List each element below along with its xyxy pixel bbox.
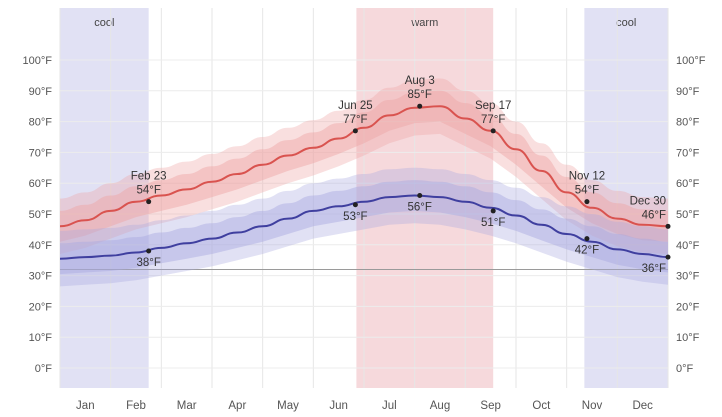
data-point [584,236,590,242]
y-tick-label-left: 80°F [29,117,53,129]
date-label: Aug 3 [405,75,435,87]
series-0-band-1 [60,90,668,242]
y-tick-label-right: 40°F [676,240,700,252]
series-lines [59,105,669,260]
data-point [352,202,358,208]
x-tick-label: Dec [632,400,653,412]
data-labels: Feb 23 54°F Jun 25 77°F Aug 3 85°F Sep 17 77°F N… [131,75,671,275]
value-label: 42°F [575,245,599,257]
season-label: cool [616,17,636,29]
y-tick-label-left: 100°F [23,55,53,67]
value-label: 46°F [642,209,666,221]
grid [59,8,669,388]
x-tick-label: Apr [228,400,246,412]
season-band-cool [584,8,668,388]
y-tick-label-left: 90°F [29,86,53,98]
date-label: Jun 25 [338,100,373,112]
value-label: 56°F [408,202,432,214]
series-1-line [59,194,669,260]
x-tick-label: Jul [382,400,397,412]
data-point [584,199,590,205]
value-label: 77°F [343,114,367,126]
value-label: 38°F [136,257,160,269]
x-tick-label: Nov [582,400,603,412]
x-tick-label: Jan [76,400,95,412]
value-label: 77°F [481,114,505,126]
date-label: Dec 30 [630,195,666,207]
data-point [490,208,496,214]
series-0-band-0 [60,78,668,254]
y-tick-label-right: 60°F [676,178,700,190]
x-tick-label: Jun [329,400,348,412]
y-tick-label-left: 60°F [29,178,53,190]
y-tick-label-left: 30°F [29,271,53,283]
percentile-bands [60,78,668,287]
value-label: 51°F [481,217,505,229]
data-point [352,128,358,134]
data-point [665,254,671,260]
data-point [146,199,152,205]
y-tick-label-right: 70°F [676,147,700,159]
y-tick-label-right: 100°F [676,55,706,67]
data-point [490,128,496,134]
value-label: 36°F [642,263,666,275]
value-label: 85°F [408,89,432,101]
x-tick-label: Sep [480,400,500,412]
value-label: 54°F [575,185,599,197]
y-tick-label-left: 50°F [29,209,53,221]
season-label: cool [94,17,114,29]
x-tick-label: Oct [532,400,551,412]
x-tick-label: May [277,400,299,412]
y-tick-label-right: 30°F [676,271,700,283]
date-label: Nov 12 [569,171,605,183]
x-tick-label: Aug [430,400,450,412]
value-label: 54°F [136,185,160,197]
y-tick-label-left: 0°F [35,363,53,375]
data-point [417,193,423,199]
series-1-band-0 [60,167,668,287]
series-1-band-1 [60,180,668,275]
y-tick-label-left: 70°F [29,147,53,159]
y-tick-label-right: 20°F [676,301,700,313]
y-tick-label-left: 10°F [29,332,53,344]
y-tick-label-right: 90°F [676,86,700,98]
value-label: 53°F [343,211,367,223]
data-point [665,223,671,229]
axes: 0°F 0°F 10°F 10°F 20°F 20°F 30°F 30°F 40°F 40°F 50… [23,55,706,412]
season-band-cool [60,8,149,388]
y-tick-label-right: 50°F [676,209,700,221]
x-tick-label: Feb [126,400,146,412]
data-point [146,248,152,254]
series-0-line [59,105,669,228]
data-point [417,103,423,109]
y-tick-label-right: 10°F [676,332,700,344]
y-tick-label-left: 20°F [29,301,53,313]
y-tick-label-left: 40°F [29,240,53,252]
date-label: Feb 23 [131,171,167,183]
y-tick-label-right: 80°F [676,117,700,129]
date-label: Sep 17 [475,100,511,112]
y-tick-label-right: 0°F [676,363,694,375]
x-tick-label: Mar [177,400,197,412]
season-label: warm [410,17,438,29]
